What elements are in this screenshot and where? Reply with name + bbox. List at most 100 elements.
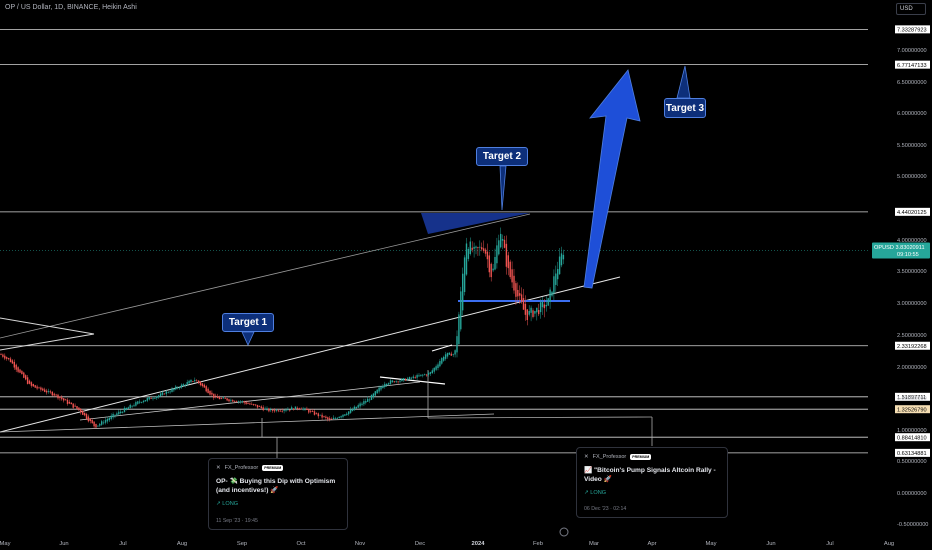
candle-body (528, 310, 530, 315)
candle-body (158, 395, 160, 398)
candle-body (361, 403, 363, 405)
candle-body (13, 361, 15, 368)
candle-body (144, 400, 147, 402)
candle-body (386, 383, 388, 386)
candle-body (315, 413, 318, 414)
candle-body (30, 382, 33, 386)
candle-body (156, 396, 158, 399)
candle-body (319, 414, 321, 416)
candle-body (380, 386, 382, 390)
y-tick-label: -0.50000000 (897, 522, 928, 528)
candle-body (479, 246, 481, 248)
chart-title: OP / US Dollar, 1D, BINANCE, Heikin Ashi (5, 4, 137, 11)
trendline (0, 213, 531, 339)
candle-body (182, 384, 185, 387)
level-price-tag (895, 448, 930, 457)
idea-card-1[interactable]: ✕ FX_Professor PREMIUM OP- 💸 Buying this… (208, 458, 348, 530)
candle-body (215, 395, 217, 397)
candle-body (194, 379, 196, 382)
trendline (0, 317, 95, 335)
candle-body (391, 380, 394, 383)
candle-body (558, 256, 561, 275)
candle-body (543, 304, 546, 309)
candle-body (89, 418, 91, 422)
candle-body (344, 414, 346, 416)
candle-body (148, 397, 150, 400)
candle-body (270, 409, 272, 411)
candle-body (218, 397, 221, 400)
candle-body (201, 383, 204, 387)
candle-body (384, 383, 386, 388)
candle-body (503, 239, 506, 248)
candle-body (277, 410, 280, 412)
target-3-label: Target 3 (664, 98, 706, 118)
candle-body (80, 408, 82, 413)
trendline (431, 344, 453, 352)
candle-body (279, 410, 281, 412)
bolt-icon: ✕ (216, 465, 221, 471)
candle-body (448, 352, 451, 355)
candle-body (406, 378, 409, 380)
candle-body (298, 408, 300, 410)
y-tick-label: 1.50000000 (897, 396, 927, 402)
candle-body (482, 248, 485, 251)
candle-body (387, 383, 390, 385)
candle-body (511, 269, 513, 283)
y-tick-label: 5.50000000 (897, 143, 927, 149)
candle-body (247, 402, 249, 404)
candle-body (150, 398, 152, 399)
candle-body (492, 268, 494, 271)
candle-body (490, 263, 492, 278)
idea-title[interactable]: 📈 "Bitcoin's Pump Signals Altcoin Rally … (584, 467, 716, 483)
candle-body (469, 241, 471, 254)
candle-body (484, 249, 487, 254)
candle-body (420, 374, 422, 376)
target-1-label: Target 1 (222, 313, 274, 332)
currency-button[interactable]: USD (896, 3, 926, 15)
candle-body (532, 310, 534, 318)
candle-body (458, 314, 460, 345)
candle-body (140, 402, 143, 403)
candle-body (437, 364, 439, 369)
candle-body (465, 243, 468, 275)
candle-body (93, 421, 95, 427)
level-price-text: 4.44020125 (897, 210, 927, 216)
candle-body (336, 418, 338, 419)
candle-body (70, 402, 72, 405)
candle-body (220, 398, 223, 399)
candle-body (313, 411, 316, 415)
candle-body (72, 403, 74, 408)
candle-body (192, 381, 194, 382)
level-price-text: 1.32526790 (897, 407, 927, 413)
candle-body (262, 407, 264, 411)
idea-card-2[interactable]: ✕ FX_Professor PREMIUM 📈 "Bitcoin's Pump… (576, 447, 728, 518)
candle-body (454, 350, 456, 355)
candle-body (526, 309, 528, 321)
candle-body (142, 400, 145, 403)
idea-author[interactable]: FX_Professor (224, 465, 259, 471)
candle-body (232, 400, 234, 402)
candle-body (452, 354, 454, 356)
candle-body (334, 417, 337, 419)
candle-body (389, 380, 392, 384)
candle-body (368, 399, 371, 401)
candle-body (40, 387, 42, 390)
candle-body (340, 416, 342, 418)
idea-author[interactable]: FX_Professor (592, 454, 627, 460)
candle-body (211, 392, 213, 395)
candle-body (135, 402, 137, 406)
candle-body (549, 289, 551, 302)
idea-title[interactable]: OP- 💸 Buying this Dip with Optimism (and… (216, 478, 336, 494)
candle-body (36, 386, 38, 389)
x-tick-label: Mar (589, 541, 599, 547)
candle-body (329, 418, 331, 420)
target-3-pointer (676, 65, 691, 99)
candle-body (127, 407, 129, 409)
candle-body (273, 410, 276, 412)
candle-body (494, 256, 496, 270)
target-2-zone (421, 213, 530, 234)
candle-body (444, 354, 447, 359)
candle-body (23, 372, 25, 378)
candle-body (501, 239, 504, 241)
